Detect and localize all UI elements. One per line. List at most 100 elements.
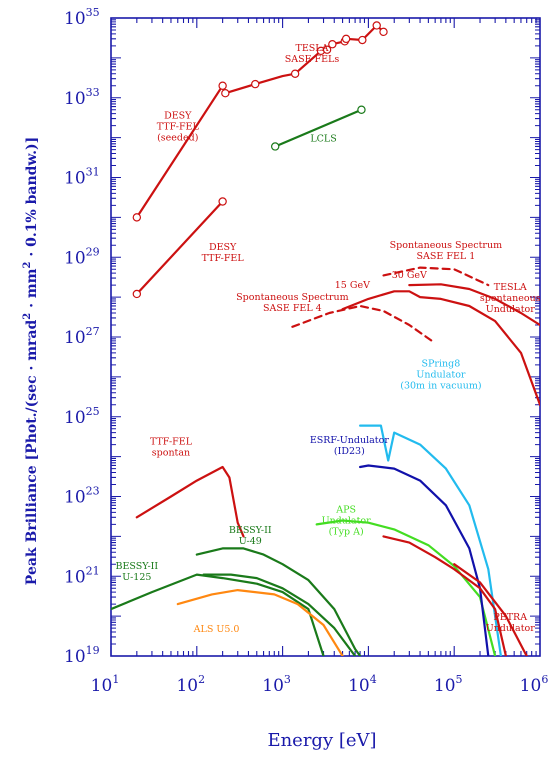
- y-tick-exponent: 35: [86, 6, 100, 19]
- series-line-3: [274, 108, 363, 148]
- annotation-line: spontaneous: [480, 293, 541, 304]
- annotation-line: SASE FEL 1: [417, 251, 476, 262]
- data-point-marker: [372, 21, 381, 30]
- y-tick-label: 1027: [64, 325, 100, 348]
- annotation-line: SASE FELs: [285, 54, 340, 65]
- data-point-marker: [357, 105, 366, 114]
- annotations: DESY TTF-FEL (seeded)TESLA SASE FELsLCLSDES…: [115, 43, 540, 635]
- annotation-line: TTF-FEL: [202, 253, 245, 264]
- data-point-marker: [379, 27, 388, 37]
- data-point-marker: [218, 81, 227, 90]
- y-axis-title-lead: Peak Brilliance [Phot./(sec · mrad: [24, 320, 40, 586]
- annotation-line: Spontaneous Spectrum: [236, 292, 348, 303]
- y-tick-label: 1025: [64, 405, 100, 428]
- series-line-5: [382, 266, 490, 287]
- y-tick-base: 10: [64, 488, 86, 508]
- series-annotation: TESLA spontaneous Undulator: [480, 282, 541, 315]
- x-tick-label: 101: [91, 673, 120, 696]
- y-tick-exponent: 33: [86, 86, 100, 99]
- y-tick-base: 10: [64, 169, 86, 189]
- annotation-line: Undulator: [486, 623, 536, 634]
- x-tick-base: 10: [91, 676, 113, 696]
- x-tick-exponent: 4: [370, 673, 377, 686]
- data-point-marker: [218, 197, 227, 206]
- series-annotation: LCLS: [310, 133, 336, 144]
- x-tick-label: 106: [520, 673, 549, 696]
- annotation-line: DESY: [209, 242, 237, 253]
- x-tick-label: 105: [434, 673, 463, 696]
- y-tick-label: 1035: [64, 6, 100, 29]
- axis-ticks: [110, 18, 540, 657]
- x-tick-exponent: 6: [541, 673, 548, 686]
- y-tick-exponent: 27: [86, 325, 100, 338]
- annotation-line: Undulator: [486, 304, 536, 315]
- annotation-line: TTF-FEL: [157, 122, 200, 133]
- series-annotation: TTF-FEL spontan: [150, 437, 193, 459]
- annotation-line: SPring8: [422, 359, 461, 370]
- y-tick-exponent: 23: [86, 485, 100, 498]
- data-point-marker: [271, 142, 280, 151]
- y-tick-exponent: 31: [86, 166, 100, 179]
- y-axis-title-sup2: 2: [22, 262, 33, 269]
- series-annotation: Spontaneous Spectrum SASE FEL 1: [390, 240, 502, 262]
- y-tick-label: 1029: [64, 245, 100, 268]
- annotation-line: 30 GeV: [392, 270, 427, 281]
- x-tick-base: 10: [520, 676, 542, 696]
- data-point-marker: [132, 213, 142, 222]
- data-point-marker: [341, 34, 351, 44]
- series-line-13: [315, 519, 497, 656]
- y-tick-label: 1031: [64, 166, 100, 189]
- series-line-0: [135, 84, 224, 219]
- annotation-line: APS: [335, 504, 356, 515]
- series-line-6: [341, 290, 540, 406]
- x-tick-base: 10: [176, 676, 198, 696]
- y-axis-title-mid: · mm: [24, 268, 40, 312]
- x-tick-exponent: 2: [198, 673, 205, 686]
- annotation-line: Undulator: [322, 515, 372, 526]
- annotation-line: LCLS: [310, 133, 336, 144]
- y-tick-base: 10: [64, 9, 86, 29]
- x-tick-exponent: 3: [284, 673, 291, 686]
- series-line-16: [382, 535, 507, 656]
- series-line-8: [135, 465, 245, 538]
- series-line-10: [202, 573, 357, 656]
- series-annotation: TESLA SASE FELs: [285, 43, 340, 65]
- annotation-line: Undulator: [416, 370, 466, 381]
- annotation-line: (seeded): [157, 133, 198, 144]
- data-point-marker: [322, 45, 332, 54]
- annotation-line: TESLA: [296, 43, 329, 54]
- annotation-line: PETRA: [493, 612, 527, 623]
- y-tick-base: 10: [64, 248, 86, 268]
- data-point-marker: [328, 40, 337, 49]
- series-markers: [132, 21, 388, 299]
- x-axis-title: Energy [eV]: [267, 730, 376, 751]
- x-tick-base: 10: [348, 676, 370, 696]
- x-tick-label: 104: [348, 673, 377, 696]
- series-line-7: [408, 283, 540, 327]
- annotation-line: U-49: [239, 536, 262, 547]
- annotation-line: spontan: [152, 448, 190, 459]
- series-lines: [111, 24, 540, 656]
- series-annotation: SPring8 Undulator (30m in vacuum): [400, 359, 481, 392]
- data-point-marker: [221, 89, 230, 98]
- y-tick-base: 10: [64, 408, 86, 428]
- annotation-line: U-125: [122, 572, 151, 583]
- data-point-marker: [251, 79, 260, 89]
- annotation-line: 15 GeV: [335, 280, 370, 291]
- annotation-line: Spontaneous Spectrum: [390, 240, 502, 251]
- annotation-line: BESSY-II: [115, 561, 158, 572]
- data-point-marker: [132, 289, 142, 299]
- annotation-line: DESY: [164, 111, 192, 122]
- y-tick-exponent: 21: [86, 564, 100, 577]
- annotation-line: SASE FEL 4: [263, 303, 322, 314]
- y-axis-title: Peak Brilliance [Phot./(sec · mrad 2 · mm…: [22, 137, 40, 585]
- series-annotation: ALS U5.0: [193, 624, 240, 635]
- x-tick-base: 10: [262, 676, 284, 696]
- series-annotation: DESY TTF-FEL: [202, 242, 245, 264]
- annotation-line: (Typ A): [329, 526, 364, 537]
- series-line-4: [291, 304, 437, 345]
- series-annotation: PETRA Undulator: [486, 612, 536, 634]
- annotation-line: (ID23): [334, 446, 365, 457]
